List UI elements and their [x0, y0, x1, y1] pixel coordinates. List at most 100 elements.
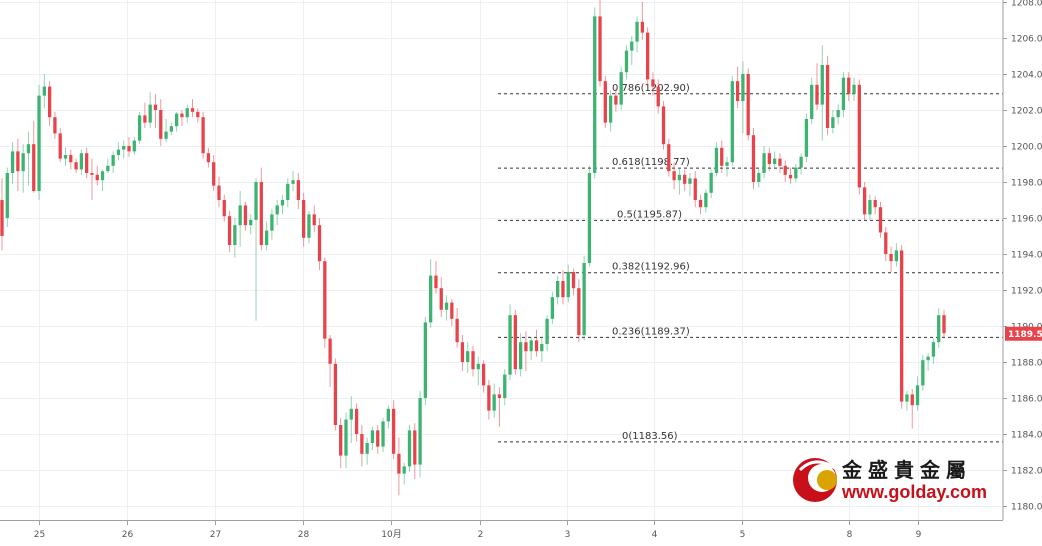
candle-body — [810, 84, 814, 119]
candle-body — [455, 318, 459, 343]
candle-body — [593, 16, 597, 174]
candle-body — [492, 394, 496, 411]
candle-body — [730, 81, 734, 163]
candle-body — [47, 86, 52, 118]
candle-body — [513, 315, 517, 370]
candle-body — [926, 356, 930, 361]
candle-body — [243, 205, 248, 226]
candle-body — [868, 200, 872, 215]
candle-body — [836, 110, 840, 118]
y-tick-label: 1180.00 — [1011, 503, 1042, 513]
candle-body — [518, 342, 523, 370]
current-price-tag-bg — [1005, 326, 1042, 341]
candle-body — [122, 146, 126, 150]
y-tick-label: 1208.00 — [1011, 0, 1042, 9]
y-tick-label: 1204.00 — [1011, 71, 1042, 81]
candle-body — [529, 340, 533, 352]
candle-body — [481, 363, 486, 386]
candle-body — [381, 421, 385, 447]
candle-body — [339, 425, 343, 456]
brand-logo-swoosh — [798, 460, 836, 472]
candle-body — [222, 200, 226, 217]
candle-body — [873, 200, 877, 208]
candle-body — [317, 225, 322, 262]
candle-body — [683, 174, 687, 184]
candle-body — [862, 187, 867, 215]
axes — [0, 0, 1004, 521]
candle-body — [296, 180, 301, 200]
candle-body — [651, 79, 655, 87]
grid-lines — [0, 0, 1003, 520]
brand-name: 金盛貴金屬 — [841, 458, 972, 482]
y-tick-label: 1198.00 — [1011, 179, 1042, 189]
candle-body — [354, 408, 359, 434]
candle-body — [741, 74, 745, 101]
candle-body — [111, 155, 115, 166]
candle-body — [42, 86, 46, 96]
y-tick-label: 1194.00 — [1011, 251, 1042, 261]
candle-body — [333, 363, 338, 425]
candle-body — [429, 275, 433, 323]
candle-body — [767, 153, 772, 164]
candle-body — [503, 374, 507, 398]
y-tick-label: 1182.00 — [1011, 467, 1042, 477]
brand-url: www.golday.com — [841, 482, 987, 502]
fib-level-label: 0.382(1192.96) — [612, 262, 690, 273]
fib-level-label: 0.786(1202.90) — [612, 83, 690, 94]
candle-body — [910, 394, 914, 406]
candle-body — [137, 115, 142, 141]
candle-body — [630, 41, 634, 51]
candle-body — [815, 84, 819, 105]
candle-body — [418, 398, 422, 465]
fib-level-label: 0.618(1198.77) — [612, 157, 690, 168]
candle-body — [704, 192, 708, 208]
x-tick-label: 8 — [847, 530, 853, 540]
candle-body — [212, 162, 216, 186]
candle-body — [735, 81, 740, 101]
candle-body — [577, 288, 581, 335]
candle-body — [471, 351, 475, 370]
candle-body — [391, 408, 396, 454]
candle-body — [746, 74, 750, 136]
candle-body — [407, 430, 412, 467]
candle-body — [37, 95, 41, 191]
candle-body — [587, 173, 592, 263]
candle-body — [624, 50, 629, 73]
candle-body — [894, 250, 899, 262]
candle-body — [106, 165, 110, 172]
candle-body — [153, 104, 158, 110]
candle-body — [487, 385, 491, 411]
x-tick-label: 25 — [34, 530, 45, 540]
candle-body — [227, 216, 232, 245]
y-tick-label: 1200.00 — [1011, 143, 1042, 153]
candle-body — [450, 302, 454, 319]
y-tick-label: 1206.00 — [1011, 35, 1042, 45]
candle-body — [556, 281, 560, 298]
candle-body — [376, 430, 380, 447]
candle-body — [100, 171, 105, 181]
candle-body — [444, 302, 449, 310]
candle-body — [847, 77, 851, 94]
candle-body — [291, 180, 295, 184]
candle-body — [614, 95, 618, 105]
candle-body — [725, 162, 729, 166]
candle-body — [32, 144, 36, 191]
candle-body — [677, 174, 682, 181]
candle-body — [217, 185, 221, 200]
candle-body — [79, 153, 84, 170]
x-tick-label: 2 — [478, 530, 484, 540]
candle-body — [921, 360, 925, 386]
candle-body — [931, 342, 936, 357]
candle-body — [169, 126, 173, 132]
candle-body — [116, 149, 121, 155]
candle-body — [778, 158, 782, 166]
y-axis-ticks: 1180.001182.001184.001186.001188.001190.… — [1003, 0, 1042, 513]
candle-body — [661, 106, 666, 145]
candle-body — [201, 117, 205, 154]
candle-body — [788, 174, 793, 179]
candle-body — [439, 288, 443, 310]
current-price-label: 1189.57 — [1008, 330, 1042, 340]
candle-body — [323, 261, 327, 339]
